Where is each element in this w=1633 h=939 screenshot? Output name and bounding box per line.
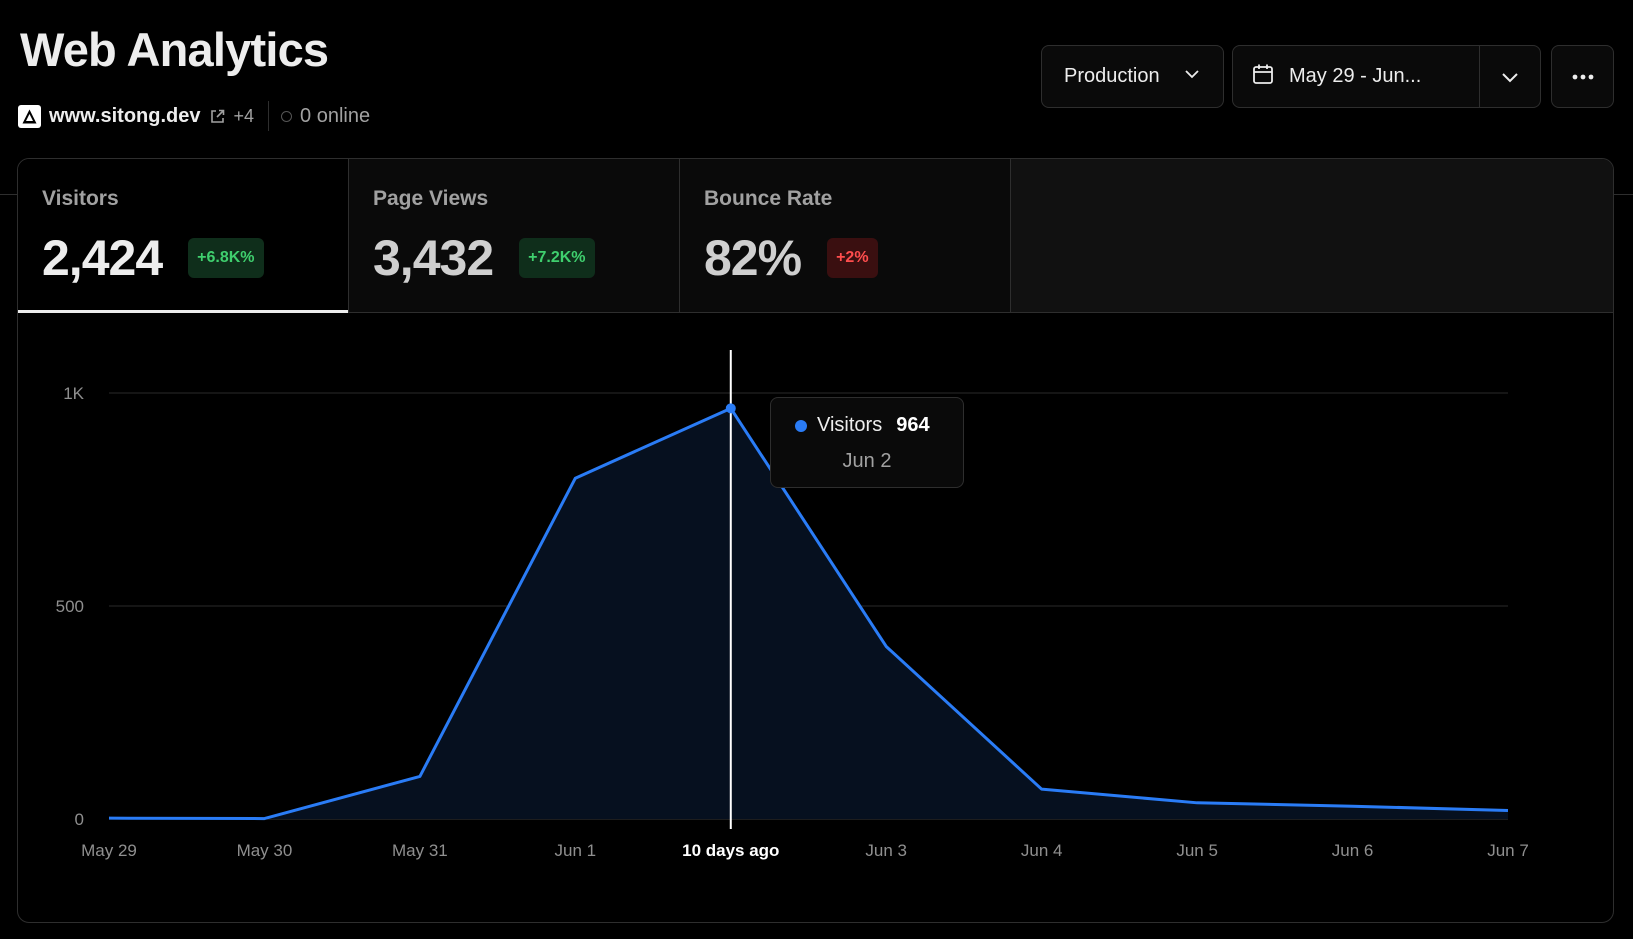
series-color-dot xyxy=(795,419,807,432)
chevron-down-icon xyxy=(1502,72,1518,82)
chart-svg[interactable]: 0 500 1K May 29 May 30 May 31 Jun 1 10 days ago… xyxy=(18,314,1614,923)
metric-value: 3,432 xyxy=(373,230,494,286)
calendar-icon xyxy=(1251,62,1275,92)
tooltip-series-name: Visitors xyxy=(817,414,883,436)
metric-change-badge: +7.2K% xyxy=(519,238,595,278)
date-range-dropdown-button[interactable] xyxy=(1480,46,1540,107)
analytics-card: Visitors 2,424 +6.8K% Page Views 3,432 +… xyxy=(17,158,1614,923)
more-horizontal-icon xyxy=(1572,74,1593,79)
date-range-button[interactable]: May 29 - Jun... xyxy=(1233,46,1480,107)
tab-visitors[interactable]: Visitors 2,424 +6.8K% xyxy=(18,159,349,313)
tab-page-views[interactable]: Page Views 3,432 +7.2K% xyxy=(349,159,680,312)
environment-label: Production xyxy=(1064,65,1160,87)
metric-value: 82% xyxy=(704,230,802,286)
metric-label: Page Views xyxy=(373,187,489,210)
metric-label: Visitors xyxy=(42,187,119,210)
chart-tooltip: Visitors 964 Jun 2 xyxy=(770,397,964,488)
tooltip-value: 964 xyxy=(896,414,930,436)
metric-tabs: Visitors 2,424 +6.8K% Page Views 3,432 +… xyxy=(18,159,1613,313)
tooltip-date: Jun 2 xyxy=(842,450,892,472)
divider xyxy=(1614,194,1633,195)
x-tick-label: Jun 1 xyxy=(555,841,597,860)
metric-change-badge: +6.8K% xyxy=(188,238,264,278)
divider xyxy=(268,101,270,131)
project-info: www.sitong.dev +4 0 online xyxy=(18,101,370,131)
visitors-chart[interactable]: 0 500 1K May 29 May 30 May 31 Jun 1 10 days ago… xyxy=(18,314,1614,923)
chevron-down-icon xyxy=(1183,65,1201,89)
y-tick-label: 500 xyxy=(56,597,84,616)
x-tick-label: Jun 5 xyxy=(1176,841,1218,860)
project-domain-link[interactable]: www.sitong.dev xyxy=(49,104,201,127)
metric-label: Bounce Rate xyxy=(704,187,833,210)
x-tick-label: Jun 7 xyxy=(1487,841,1529,860)
x-tick-label: May 29 xyxy=(81,841,137,860)
metric-value: 2,424 xyxy=(42,230,163,286)
y-tick-label: 0 xyxy=(75,810,84,829)
tab-bounce-rate[interactable]: Bounce Rate 82% +2% xyxy=(680,159,1011,312)
visitors-area xyxy=(109,408,1508,819)
x-tick-label: May 31 xyxy=(392,841,448,860)
date-range-picker[interactable]: May 29 - Jun... xyxy=(1232,45,1541,108)
project-logo-icon xyxy=(18,104,41,128)
hover-point xyxy=(725,403,736,414)
tabs-filler xyxy=(1011,159,1613,312)
more-options-button[interactable] xyxy=(1551,45,1614,108)
page-title: Web Analytics xyxy=(20,23,329,76)
y-tick-label: 1K xyxy=(63,384,84,403)
online-status-icon xyxy=(281,110,293,122)
external-link-icon[interactable] xyxy=(209,108,226,125)
visitors-line xyxy=(108,406,1509,821)
x-tick-label: May 30 xyxy=(237,841,293,860)
x-tick-label: Jun 4 xyxy=(1021,841,1063,860)
divider xyxy=(0,194,18,195)
x-tick-label: 10 days ago xyxy=(682,841,779,860)
x-tick-label: Jun 6 xyxy=(1332,841,1374,860)
environment-select[interactable]: Production xyxy=(1041,45,1224,108)
x-tick-label: Jun 3 xyxy=(865,841,907,860)
extra-domains-count[interactable]: +4 xyxy=(233,105,255,126)
metric-change-badge: +2% xyxy=(827,238,878,278)
date-range-label: May 29 - Jun... xyxy=(1289,65,1422,87)
online-count: 0 online xyxy=(300,104,371,127)
